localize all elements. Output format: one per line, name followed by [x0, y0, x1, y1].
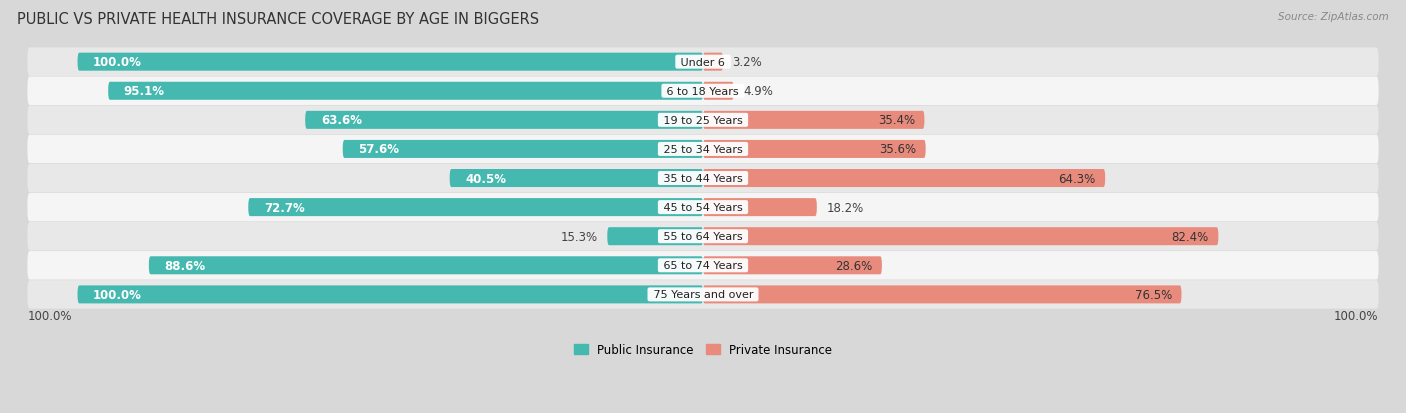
- FancyBboxPatch shape: [77, 54, 703, 71]
- Text: 40.5%: 40.5%: [465, 172, 506, 185]
- FancyBboxPatch shape: [28, 193, 1378, 222]
- FancyBboxPatch shape: [607, 228, 703, 246]
- Text: 65 to 74 Years: 65 to 74 Years: [659, 261, 747, 271]
- Text: Source: ZipAtlas.com: Source: ZipAtlas.com: [1278, 12, 1389, 22]
- Text: 100.0%: 100.0%: [93, 288, 142, 301]
- Text: 95.1%: 95.1%: [124, 85, 165, 98]
- Text: 45 to 54 Years: 45 to 54 Years: [659, 203, 747, 213]
- FancyBboxPatch shape: [703, 54, 723, 71]
- Text: 100.0%: 100.0%: [93, 56, 142, 69]
- FancyBboxPatch shape: [703, 112, 924, 130]
- Text: 25 to 34 Years: 25 to 34 Years: [659, 145, 747, 154]
- Legend: Public Insurance, Private Insurance: Public Insurance, Private Insurance: [569, 338, 837, 361]
- Text: 35.6%: 35.6%: [879, 143, 917, 156]
- FancyBboxPatch shape: [28, 77, 1378, 106]
- FancyBboxPatch shape: [703, 83, 734, 100]
- FancyBboxPatch shape: [703, 256, 882, 275]
- Text: Under 6: Under 6: [678, 57, 728, 67]
- FancyBboxPatch shape: [28, 106, 1378, 135]
- Text: 35.4%: 35.4%: [877, 114, 915, 127]
- FancyBboxPatch shape: [703, 286, 1181, 304]
- FancyBboxPatch shape: [450, 170, 703, 188]
- Text: 82.4%: 82.4%: [1171, 230, 1209, 243]
- FancyBboxPatch shape: [703, 170, 1105, 188]
- FancyBboxPatch shape: [28, 252, 1378, 280]
- Text: 88.6%: 88.6%: [165, 259, 205, 272]
- Text: 35 to 44 Years: 35 to 44 Years: [659, 173, 747, 184]
- Text: 15.3%: 15.3%: [561, 230, 598, 243]
- Text: 3.2%: 3.2%: [733, 56, 762, 69]
- Text: PUBLIC VS PRIVATE HEALTH INSURANCE COVERAGE BY AGE IN BIGGERS: PUBLIC VS PRIVATE HEALTH INSURANCE COVER…: [17, 12, 538, 27]
- Text: 57.6%: 57.6%: [359, 143, 399, 156]
- FancyBboxPatch shape: [28, 223, 1378, 251]
- FancyBboxPatch shape: [77, 286, 703, 304]
- FancyBboxPatch shape: [343, 140, 703, 159]
- FancyBboxPatch shape: [28, 135, 1378, 164]
- FancyBboxPatch shape: [249, 199, 703, 216]
- Text: 76.5%: 76.5%: [1135, 288, 1173, 301]
- Text: 28.6%: 28.6%: [835, 259, 873, 272]
- FancyBboxPatch shape: [703, 140, 925, 159]
- Text: 64.3%: 64.3%: [1059, 172, 1095, 185]
- Text: 55 to 64 Years: 55 to 64 Years: [659, 232, 747, 242]
- Text: 100.0%: 100.0%: [1334, 309, 1378, 322]
- Text: 19 to 25 Years: 19 to 25 Years: [659, 116, 747, 126]
- Text: 72.7%: 72.7%: [264, 201, 305, 214]
- Text: 4.9%: 4.9%: [742, 85, 773, 98]
- FancyBboxPatch shape: [28, 164, 1378, 193]
- FancyBboxPatch shape: [28, 48, 1378, 77]
- FancyBboxPatch shape: [28, 280, 1378, 309]
- Text: 100.0%: 100.0%: [28, 309, 72, 322]
- Text: 6 to 18 Years: 6 to 18 Years: [664, 87, 742, 97]
- FancyBboxPatch shape: [305, 112, 703, 130]
- Text: 63.6%: 63.6%: [321, 114, 361, 127]
- Text: 75 Years and over: 75 Years and over: [650, 290, 756, 300]
- FancyBboxPatch shape: [108, 83, 703, 100]
- FancyBboxPatch shape: [703, 199, 817, 216]
- FancyBboxPatch shape: [149, 256, 703, 275]
- Text: 18.2%: 18.2%: [827, 201, 863, 214]
- FancyBboxPatch shape: [703, 228, 1219, 246]
